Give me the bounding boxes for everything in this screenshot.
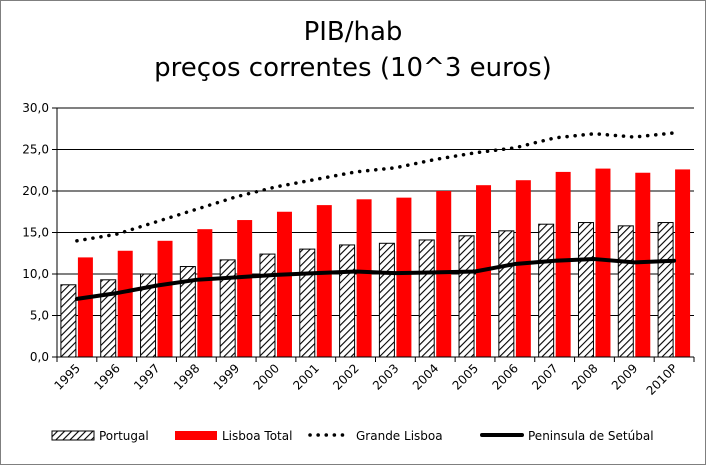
x-tick-label: 2009	[609, 361, 640, 392]
x-tick-label: 2001	[290, 361, 321, 392]
x-tick-label: 1999	[211, 361, 242, 392]
bar-lisboa-total	[515, 180, 531, 357]
bar-portugal	[219, 259, 236, 358]
bar-portugal	[418, 239, 435, 358]
y-tick-label: 5,0	[30, 309, 49, 323]
bar-lisboa-total	[117, 250, 133, 357]
bar-lisboa-total	[675, 169, 691, 357]
bar-lisboa-total	[316, 205, 332, 357]
x-tick-label: 2010P	[644, 361, 681, 398]
x-tick-label: 2005	[450, 361, 481, 392]
x-tick-label: 1998	[171, 361, 202, 392]
x-tick-label: 1996	[91, 361, 122, 392]
y-tick-label: 20,0	[22, 184, 49, 198]
x-tick-label: 2007	[529, 361, 560, 392]
legend-swatch-lisboa-total	[175, 431, 217, 440]
legend-label-lisboa-total: Lisboa Total	[222, 429, 292, 443]
y-tick-label: 30,0	[22, 101, 49, 115]
legend-label-peninsula-de-set-bal: Peninsula de Setúbal	[528, 429, 654, 443]
bar-lisboa-total	[157, 240, 173, 357]
bar-lisboa-total	[356, 199, 372, 357]
bar-portugal	[259, 253, 276, 358]
bar-lisboa-total	[276, 211, 292, 357]
chart-title-line2: preços correntes (10^3 euros)	[154, 53, 552, 83]
bar-portugal	[657, 222, 674, 358]
x-tick-label: 2000	[251, 361, 282, 392]
bar-portugal	[577, 222, 594, 358]
legend-label-portugal: Portugal	[99, 429, 149, 443]
bar-portugal	[458, 235, 475, 358]
y-tick-label: 15,0	[22, 226, 49, 240]
bar-lisboa-total	[197, 229, 213, 357]
x-tick-label: 2006	[489, 361, 520, 392]
bar-lisboa-total	[396, 197, 412, 357]
x-tick-label: 2004	[410, 361, 441, 392]
line-grande-lisboa	[75, 131, 676, 243]
bar-portugal	[299, 248, 316, 358]
x-tick-label: 2002	[330, 361, 361, 392]
bar-portugal	[538, 223, 555, 358]
lines	[74, 131, 677, 301]
bar-lisboa-total	[555, 171, 571, 357]
y-tick-label: 10,0	[22, 267, 49, 281]
x-tick-label: 2003	[370, 361, 401, 392]
bars	[60, 168, 691, 358]
bar-lisboa-total	[77, 257, 93, 357]
bar-lisboa-total	[595, 168, 611, 357]
bar-portugal	[617, 225, 634, 358]
legend-swatch-portugal	[51, 430, 95, 441]
chart-title-line1: PIB/hab	[303, 17, 403, 47]
legend-label-grande-lisboa: Grande Lisboa	[356, 429, 443, 443]
x-tick-label: 1997	[131, 361, 162, 392]
bar-portugal	[339, 244, 356, 358]
bar-portugal	[498, 230, 515, 358]
bar-portugal	[100, 279, 117, 358]
bar-lisboa-total	[237, 220, 253, 357]
y-tick-label: 0,0	[30, 350, 49, 364]
x-tick-label: 2008	[569, 361, 600, 392]
x-tick-label: 1995	[52, 361, 83, 392]
y-tick-label: 25,0	[22, 143, 49, 157]
legend: Portugal Lisboa Total Grande Lisboa Peninsu…	[51, 429, 654, 443]
line-peninsula-de-set-bal	[74, 257, 677, 301]
bar-portugal	[60, 284, 77, 358]
chart-title: PIB/hab preços correntes (10^3 euros)	[0, 14, 706, 86]
bar-portugal	[378, 242, 395, 358]
bar-lisboa-total	[635, 172, 651, 357]
